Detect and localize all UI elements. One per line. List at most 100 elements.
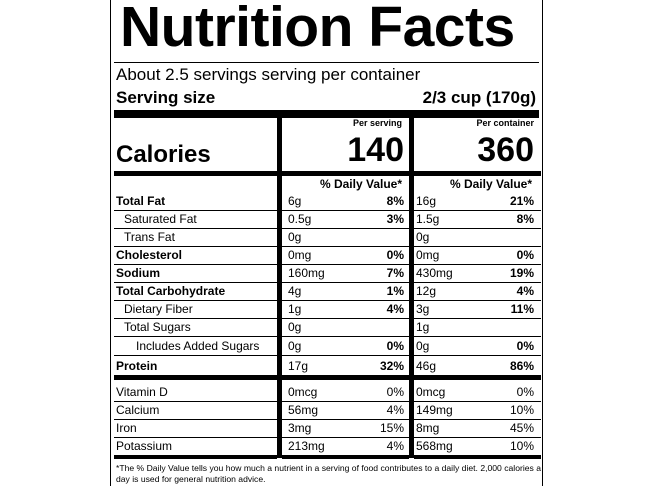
- container-daily-value: 11%: [510, 302, 534, 316]
- serving-daily-value: 0%: [386, 385, 404, 399]
- container-amount: 3g: [416, 302, 430, 316]
- row-divider: [414, 210, 541, 211]
- nutrient-name: Iron: [116, 421, 137, 435]
- row-divider: [282, 375, 409, 380]
- container-amount: 46g: [416, 359, 437, 373]
- row-divider: [114, 282, 277, 283]
- row-divider: [114, 318, 277, 319]
- table-row: Total Sugars 0g 1g: [111, 318, 544, 336]
- calories-per-serving: 140: [347, 131, 404, 169]
- row-divider: [282, 437, 409, 438]
- calories-label: Calories: [116, 141, 211, 168]
- row-divider: [282, 228, 409, 229]
- serving-daily-value: 7%: [386, 266, 404, 280]
- table-row: Dietary Fiber 1g 4% 3g 11%: [111, 300, 544, 318]
- container-daily-value: 0%: [516, 248, 534, 262]
- title-rule: [114, 62, 539, 63]
- row-divider: [114, 264, 277, 265]
- table-row: Total Fat 6g 8% 16g 21%: [111, 192, 544, 210]
- row-divider: [414, 375, 541, 380]
- calories-rule-mid: [282, 171, 409, 176]
- calories-rule-right: [414, 171, 541, 176]
- table-row: Trans Fat 0g 0g: [111, 228, 544, 246]
- row-divider: [114, 419, 277, 420]
- row-divider: [114, 375, 277, 380]
- serving-amount: 17g: [288, 359, 309, 373]
- container-daily-value: 8%: [516, 212, 534, 226]
- serving-daily-value: 0%: [386, 248, 404, 262]
- row-divider: [414, 282, 541, 283]
- calories-rule-left: [114, 171, 277, 176]
- nutrient-name: Total Sugars: [124, 320, 191, 334]
- table-row: Protein 17g 32% 46g 86%: [111, 357, 544, 375]
- container-amount: 8mg: [416, 421, 440, 435]
- row-divider: [114, 210, 277, 211]
- nutrition-label: Nutrition Facts About 2.5 servings servi…: [110, 0, 543, 486]
- column-divider-serving: [277, 113, 282, 458]
- container-amount: 430mg: [416, 266, 453, 280]
- row-divider: [114, 228, 277, 229]
- nutrient-name: Calcium: [116, 403, 160, 417]
- row-divider: [282, 264, 409, 265]
- serving-amount: 0g: [288, 320, 302, 334]
- serving-daily-value: 8%: [386, 194, 404, 208]
- serving-amount: 0mcg: [288, 385, 318, 399]
- calories-per-container: 360: [477, 131, 534, 169]
- row-divider: [114, 401, 277, 402]
- nutrient-name: Vitamin D: [116, 385, 168, 399]
- container-amount: 1g: [416, 320, 430, 334]
- container-daily-value: 86%: [509, 359, 534, 373]
- serving-daily-value: 32%: [379, 359, 404, 373]
- row-divider: [114, 300, 277, 301]
- serving-amount: 0mg: [288, 248, 312, 262]
- row-divider: [282, 455, 409, 459]
- row-divider: [282, 210, 409, 211]
- nutrient-name: Total Carbohydrate: [116, 284, 226, 298]
- label-title: Nutrition Facts: [120, 0, 515, 59]
- serving-daily-value: 1%: [386, 284, 404, 298]
- row-divider: [114, 355, 277, 356]
- column-divider-container: [409, 113, 414, 458]
- serving-amount: 4g: [288, 284, 302, 298]
- serving-amount: 0g: [288, 339, 302, 353]
- container-amount: 568mg: [416, 439, 453, 453]
- row-divider: [414, 419, 541, 420]
- row-divider: [414, 437, 541, 438]
- container-amount: 149mg: [416, 403, 453, 417]
- row-divider: [114, 336, 277, 337]
- serving-amount: 1g: [288, 302, 302, 316]
- nutrient-name: Total Fat: [116, 194, 166, 208]
- row-divider: [114, 455, 277, 459]
- serving-amount: 0.5g: [288, 212, 312, 226]
- nutrient-name: Cholesterol: [116, 248, 183, 262]
- table-row: Iron 3mg 15% 8mg 45%: [111, 419, 544, 437]
- dv-header-container: % Daily Value*: [449, 177, 532, 191]
- container-amount: 0mg: [416, 248, 440, 262]
- serving-amount: 56mg: [288, 403, 319, 417]
- row-divider: [114, 437, 277, 438]
- container-daily-value: 21%: [509, 194, 534, 208]
- serving-daily-value: 15%: [379, 421, 404, 435]
- row-divider: [282, 282, 409, 283]
- serving-thick-rule: [114, 110, 539, 118]
- serving-daily-value: 4%: [386, 403, 404, 417]
- row-divider: [414, 300, 541, 301]
- row-divider: [282, 419, 409, 420]
- row-divider: [282, 336, 409, 337]
- nutrient-name: Potassium: [116, 439, 173, 453]
- container-daily-value: 4%: [516, 284, 534, 298]
- row-divider: [282, 318, 409, 319]
- serving-amount: 213mg: [288, 439, 325, 453]
- nutrient-name: Saturated Fat: [124, 212, 197, 226]
- table-row: Saturated Fat 0.5g 3% 1.5g 8%: [111, 210, 544, 228]
- row-divider: [414, 401, 541, 402]
- nutrient-name: Includes Added Sugars: [136, 339, 260, 353]
- serving-daily-value: 0%: [386, 339, 404, 353]
- table-row: Sodium 160mg 7% 430mg 19%: [111, 264, 544, 282]
- per-container-header: Per container: [476, 118, 534, 128]
- container-daily-value: 45%: [509, 421, 534, 435]
- row-divider: [282, 355, 409, 356]
- table-row: Potassium 213mg 4% 568mg 10%: [111, 437, 544, 455]
- row-divider: [414, 264, 541, 265]
- servings-per-container: About 2.5 servings serving per container: [116, 65, 421, 84]
